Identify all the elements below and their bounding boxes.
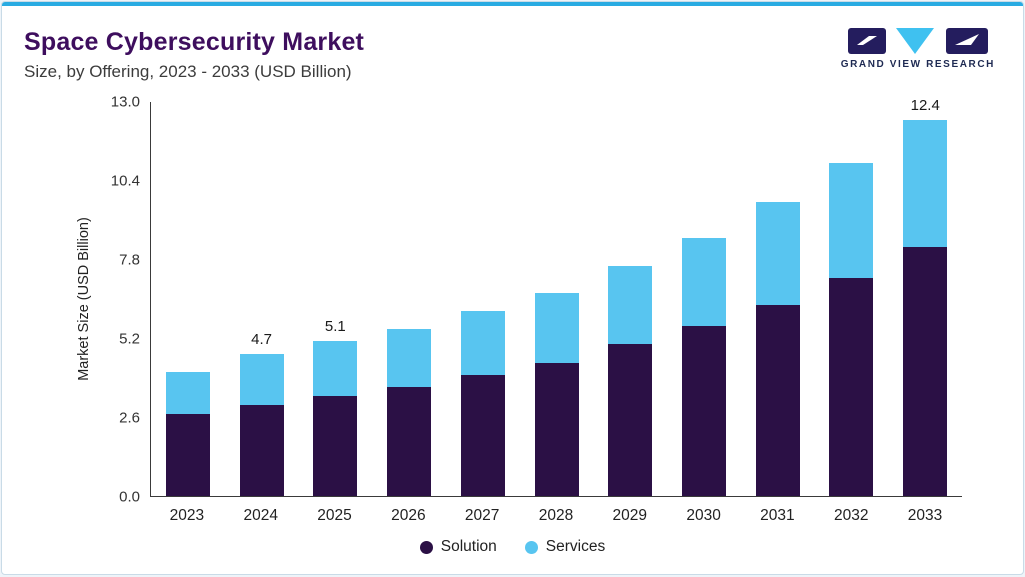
plot-area: 4.7 5.1 12.4 [150, 97, 962, 497]
segment-solution [755, 305, 800, 496]
x-axis-label: 2030 [686, 507, 721, 524]
gvr-logo-icon [847, 28, 988, 54]
bar-2028 [534, 292, 579, 496]
bar-2031 [755, 202, 800, 496]
bar-2027 [460, 311, 505, 496]
x-axis-label: 2032 [833, 507, 869, 524]
segment-services [387, 329, 432, 387]
bar-slot-2028 [520, 102, 594, 496]
bar-slot-2027 [446, 102, 520, 496]
top-accent-line [2, 2, 1023, 6]
x-axis-label: 2027 [464, 507, 500, 524]
logo-text: GRAND VIEW RESEARCH [840, 59, 995, 70]
bar-slot-2030 [667, 102, 741, 496]
x-axis-label: 2026 [391, 507, 426, 524]
bar-2026 [387, 329, 432, 496]
bar-slot-2029 [593, 102, 667, 496]
y-axis-ticks: 0.0 2.6 5.2 7.8 10.4 13.0 [88, 94, 140, 506]
segment-services [755, 202, 800, 306]
segment-solution [165, 414, 210, 496]
bar-2033 [903, 120, 948, 496]
segment-services [608, 265, 653, 345]
page-title: Space Cybersecurity Market [24, 28, 365, 56]
legend-dot-solution [419, 540, 433, 554]
segment-services [165, 371, 210, 415]
x-axis-label: 2033 [907, 507, 943, 524]
x-axis-label: 2028 [538, 507, 574, 524]
segment-solution [608, 344, 653, 496]
bar-slot-2024: 4.7 [225, 102, 299, 496]
bar-slot-2032 [815, 102, 889, 496]
x-axis-labels: 2023 2024 2025 2026 2027 2028 2029 2030 2031 2032… [150, 507, 962, 525]
bar-total-label: 12.4 [910, 97, 940, 115]
y-tick-label: 2.6 [119, 409, 140, 427]
bar-slot-2023 [151, 102, 225, 496]
bar-slot-2033: 12.4 [888, 97, 962, 496]
legend-item-services: Services [524, 538, 606, 556]
segment-services [460, 311, 505, 375]
y-tick-label: 7.8 [119, 251, 140, 269]
bar-2032 [829, 162, 874, 496]
bar-2023 [165, 371, 210, 496]
segment-solution [829, 277, 874, 496]
y-tick-label: 5.2 [119, 330, 140, 348]
segment-solution [534, 362, 579, 496]
bar-slot-2025: 5.1 [298, 102, 372, 496]
x-axis-label: 2029 [612, 507, 648, 524]
x-axis-label: 2023 [169, 507, 205, 524]
bar-2029 [608, 265, 653, 496]
x-axis-label: 2031 [760, 507, 795, 524]
grand-view-research-logo: GRAND VIEW RESEARCH [841, 28, 995, 70]
bar-total-label: 4.7 [251, 330, 273, 348]
legend-label: Services [545, 538, 606, 555]
y-tick-label: 0.0 [119, 488, 140, 506]
bar-2024 [239, 353, 284, 496]
segment-services [682, 238, 726, 327]
segment-services [829, 162, 874, 278]
legend: Solution Services [2, 538, 1023, 556]
segment-solution [239, 405, 284, 496]
x-axis-label: 2024 [243, 507, 278, 524]
segment-services [313, 341, 358, 396]
bars: 4.7 5.1 12.4 [151, 97, 962, 496]
bar-2025 [313, 341, 358, 496]
page-subtitle: Size, by Offering, 2023 - 2033 (USD Bill… [24, 62, 352, 81]
segment-services [239, 353, 284, 406]
legend-item-solution: Solution [419, 538, 497, 556]
bar-slot-2026 [372, 102, 446, 496]
segment-solution [460, 374, 505, 496]
legend-dot-services [524, 540, 538, 554]
legend-label: Solution [440, 538, 497, 555]
x-axis-label: 2025 [317, 507, 352, 524]
segment-services [534, 292, 579, 363]
bar-total-label: 5.1 [324, 318, 346, 336]
segment-solution [903, 247, 948, 496]
segment-services [903, 120, 948, 248]
segment-solution [387, 386, 432, 496]
bar-slot-2031 [741, 102, 815, 496]
y-tick-label: 10.4 [110, 172, 140, 190]
y-tick-label: 13.0 [110, 93, 140, 111]
segment-solution [313, 396, 358, 496]
bar-2030 [682, 238, 726, 496]
segment-solution [682, 326, 726, 496]
